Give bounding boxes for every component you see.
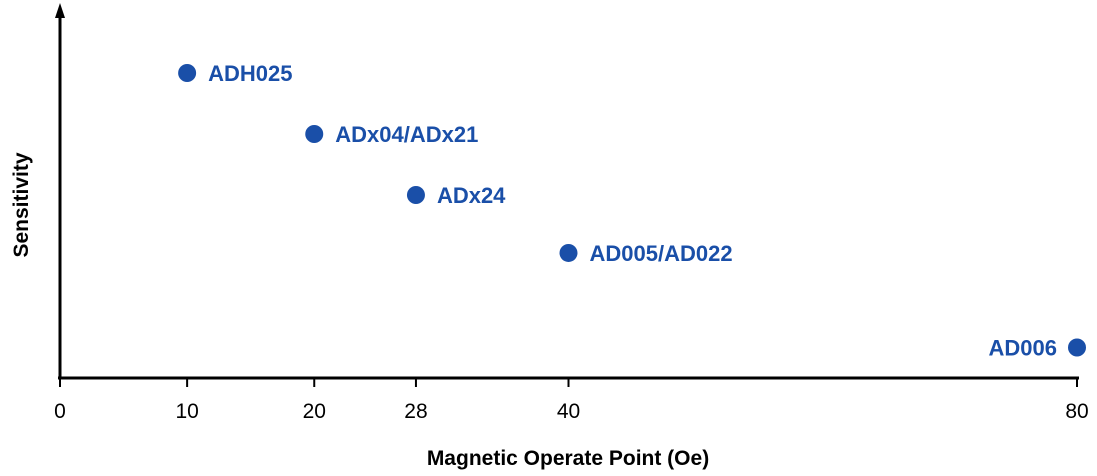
data-point-4: [559, 243, 578, 262]
data-label-5: AD006: [989, 336, 1057, 361]
axes: [55, 3, 1079, 380]
x-tick-label-28: 28: [404, 400, 427, 423]
data-point-5: [1068, 338, 1086, 357]
data-label-1: ADH025: [208, 61, 292, 86]
y-axis-arrow: [55, 3, 65, 18]
x-axis-title: Magnetic Operate Point (Oe): [427, 447, 709, 470]
data-point-3: [406, 186, 425, 204]
y-axis-title: Sensitivity: [10, 152, 33, 257]
x-tick-label-0: 0: [54, 400, 66, 423]
x-tick-label-20: 20: [303, 400, 326, 423]
data-points: ADH025 ADx04/ADx21 ADx24 AD005/AD022 AD006: [178, 61, 1086, 361]
data-point-1: [178, 64, 197, 82]
x-tick-label-40: 40: [557, 400, 580, 423]
x-tick-label-80: 80: [1065, 400, 1088, 423]
data-label-4: AD005/AD022: [590, 241, 733, 266]
data-label-2: ADx04/ADx21: [335, 122, 478, 147]
x-ticks: 0 10 20 28 40 80: [54, 378, 1089, 423]
data-point-2: [305, 125, 324, 143]
data-label-3: ADx24: [437, 183, 506, 208]
x-tick-label-10: 10: [175, 400, 198, 423]
